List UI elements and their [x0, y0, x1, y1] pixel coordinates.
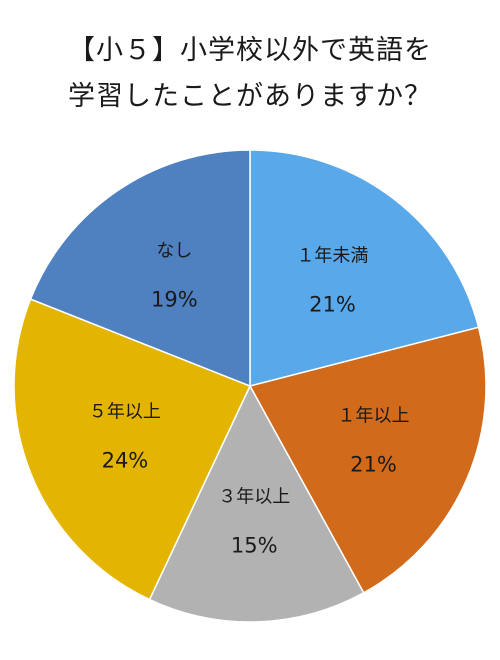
- slice-5-label: なし: [156, 241, 192, 262]
- slice-3-wedge: [148, 384, 365, 623]
- chart-title: 【小５】小学校以外で英語を 学習したことがありますか？: [0, 28, 500, 120]
- slice-3-value-label: 15%: [231, 533, 278, 557]
- slice-5-value-label: 19%: [151, 288, 198, 312]
- slice-2-value-label: 21%: [350, 452, 397, 476]
- slice-5-wedge: [29, 149, 251, 388]
- slice-4-value-label: 24%: [102, 449, 149, 473]
- slice-1-value-label: 21%: [309, 293, 356, 317]
- chart-title-line-1: 【小５】小学校以外で英語を: [68, 35, 432, 66]
- slice-4-wedge: [13, 298, 252, 601]
- slice-1-wedge: [249, 149, 480, 387]
- slice-4-label: ５年以上: [89, 402, 161, 423]
- slice-3-label: ３年以上: [218, 486, 290, 507]
- slice-2-label: １年以上: [337, 405, 409, 426]
- slice-1-label: １年未満: [296, 246, 368, 267]
- slice-2-wedge: [248, 326, 487, 594]
- chart-title-line-2: 学習したことがありますか？: [68, 81, 432, 112]
